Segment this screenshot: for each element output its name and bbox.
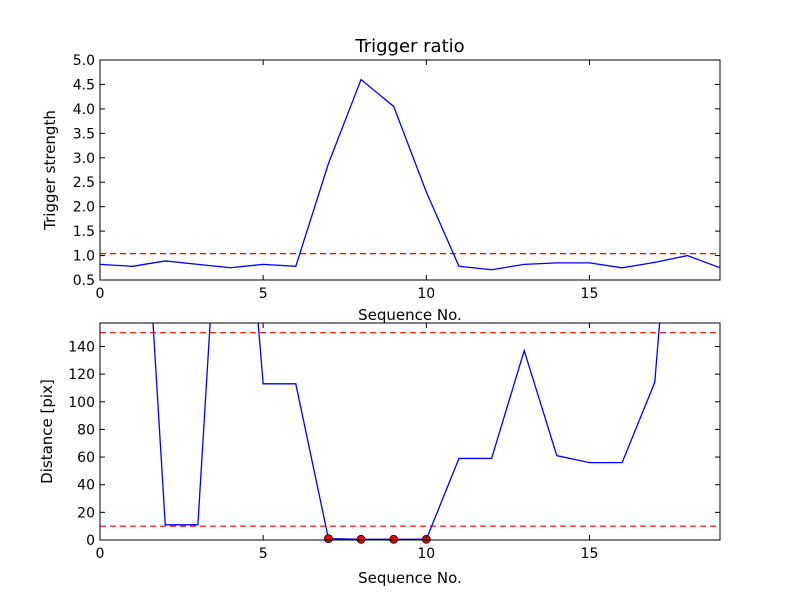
data-point [324, 534, 333, 544]
y-tick-label: 40 [77, 478, 95, 494]
x-tick-label: 5 [259, 546, 268, 562]
plot-area [100, 323, 720, 540]
y-tick-label: 3.5 [73, 126, 95, 142]
y-tick-label: 100 [68, 395, 95, 411]
x-tick-label: 10 [417, 546, 435, 562]
x-axis-label: Sequence No. [358, 569, 462, 587]
y-tick-label: 5.0 [73, 53, 95, 69]
y-axis-label: Distance [pix] [38, 379, 56, 484]
y-tick-label: 120 [68, 367, 95, 383]
trigger-ratio-chart: 0 5 10 15 0.5 1.0 1.5 2.0 2.5 3.0 3.5 4.0 4.5 5.0 Sequ… [41, 36, 721, 324]
data-point [356, 534, 366, 544]
x-tick-label: 0 [96, 546, 105, 562]
x-tick-label: 15 [581, 546, 599, 562]
y-tick-label: 1.0 [73, 249, 95, 265]
data-point [389, 534, 399, 544]
y-tick-label: 60 [77, 450, 95, 466]
y-tick-label: 20 [77, 505, 95, 521]
distance-chart: 0 5 10 15 0 20 40 60 80 100 120 140 Sequence No. Dist… [38, 322, 721, 587]
y-tick-label: 2.5 [73, 175, 95, 191]
y-tick-label: 2.0 [73, 200, 95, 216]
x-tick-label: 10 [417, 286, 435, 302]
axes-frame [99, 322, 721, 541]
y-tick-label: 4.5 [73, 77, 95, 93]
x-axis-label: Sequence No. [358, 306, 462, 324]
y-tick-label: 80 [77, 422, 95, 438]
x-tick-label: 15 [581, 286, 599, 302]
series-line [152, 323, 661, 540]
y-axis-label: Trigger strength [41, 110, 59, 231]
axes-frame [99, 59, 721, 281]
x-tick-label: 0 [96, 286, 105, 302]
chart-title: Trigger ratio [354, 36, 464, 57]
y-tick-label: 3.0 [73, 151, 95, 167]
y-tick-label: 140 [68, 339, 95, 355]
y-tick-label: 1.5 [73, 224, 95, 240]
plot-area [100, 78, 720, 271]
y-tick-label: 0.5 [73, 273, 95, 289]
y-tick-label: 0 [86, 533, 95, 549]
series-line [100, 78, 720, 271]
x-tick-label: 5 [259, 286, 268, 302]
y-tick-label: 4.0 [73, 102, 95, 118]
